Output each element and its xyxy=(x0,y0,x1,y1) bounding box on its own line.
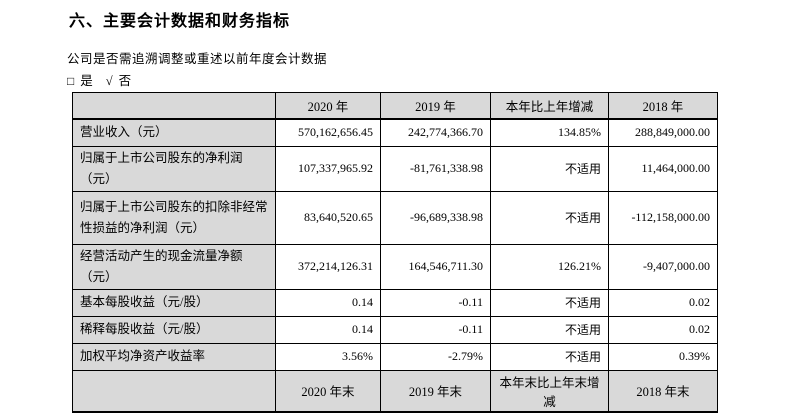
value-cell: -0.11 xyxy=(380,315,491,344)
value-cell: 不适用 xyxy=(490,288,609,317)
table-row: 总资产（元）5,923,791,940.605,782,218,103.152.… xyxy=(72,411,718,413)
value-cell: 126.21% xyxy=(490,243,609,290)
table-row: 归属于上市公司股东的扣除非经常性损益的净利润（元） 83,640,520.65 -9… xyxy=(72,190,718,245)
restatement-answer: □ 是 √ 否 xyxy=(67,70,131,89)
value-cell: -9,407,000.00 xyxy=(608,243,718,290)
value-cell: 0.39% xyxy=(608,342,718,371)
table-header-row: 2020 年末 2019 年末 本年末比上年末增减 2018 年末 xyxy=(72,369,718,413)
table-header-row: 2020 年 2019 年本年比上年增减 2018 年 xyxy=(72,92,718,120)
row-label-cell: 归属于上市公司股东的扣除非经常性损益的净利润（元） xyxy=(72,190,276,245)
value-cell: 3.56% xyxy=(275,342,381,371)
value-cell: -81,761,338.98 xyxy=(380,145,491,192)
row-label-cell: 归属于上市公司股东的净利润（元） xyxy=(72,145,276,192)
value-cell: -112,158,000.00 xyxy=(608,190,718,245)
yes-label: 是 xyxy=(80,74,93,88)
column-header-cell: 2019 年末 xyxy=(380,369,491,413)
value-cell: 288,849,000.00 xyxy=(608,118,718,147)
check-mark-icon: √ xyxy=(105,74,113,88)
corner-cell xyxy=(72,92,276,120)
financial-indicators-table: 2020 年 2019 年本年比上年增减 2018 年营业收入（元） 570,162,… xyxy=(72,92,718,413)
row-label-cell: 经营活动产生的现金流量净额（元） xyxy=(72,243,276,290)
table-row: 归属于上市公司股东的净利润（元） 107,337,965.92 -81,761,33… xyxy=(72,145,718,192)
row-label-cell: 营业收入（元） xyxy=(72,118,276,147)
value-cell: 242,774,366.70 xyxy=(380,118,491,147)
corner-cell xyxy=(72,369,276,413)
column-header-cell: 2020 年末 xyxy=(275,369,381,413)
restatement-question: 公司是否需追溯调整或重述以前年度会计数据 xyxy=(67,52,328,66)
table-row: 稀释每股收益（元/股） 0.14 -0.11 不适用 0.02 xyxy=(72,315,718,344)
value-cell: 107,337,965.92 xyxy=(275,145,381,192)
value-cell: 不适用 xyxy=(490,342,609,371)
value-cell: 0.02 xyxy=(608,288,718,317)
value-cell: 0.02 xyxy=(608,315,718,344)
value-cell: 不适用 xyxy=(490,145,609,192)
table-row: 经营活动产生的现金流量净额（元） 372,214,126.31 164,546,71… xyxy=(72,243,718,290)
column-header-cell: 2020 年 xyxy=(275,92,381,120)
row-label-cell: 加权平均净资产收益率 xyxy=(72,342,276,371)
value-cell: 0.14 xyxy=(275,288,381,317)
value-cell: -0.11 xyxy=(380,288,491,317)
column-header-cell: 2019 年 xyxy=(380,92,491,120)
value-cell: 不适用 xyxy=(490,190,609,245)
value-cell: 11,464,000.00 xyxy=(608,145,718,192)
value-cell: 570,162,656.45 xyxy=(275,118,381,147)
value-cell: 6,583,271,000.00 xyxy=(608,411,718,413)
column-header-cell: 2018 年 xyxy=(608,92,718,120)
value-cell: -2.79% xyxy=(380,342,491,371)
no-label: 否 xyxy=(118,74,132,88)
row-label-cell: 基本每股收益（元/股） xyxy=(72,288,276,317)
section-title: 六、主要会计数据和财务指标 xyxy=(69,11,291,30)
column-header-cell: 本年末比上年末增减 xyxy=(490,369,609,413)
value-cell: 0.14 xyxy=(275,315,381,344)
value-cell: -96,689,338.98 xyxy=(380,190,491,245)
value-cell: 134.85% xyxy=(490,118,609,147)
value-cell: 372,214,126.31 xyxy=(275,243,381,290)
value-cell: 83,640,520.65 xyxy=(275,190,381,245)
table-row: 加权平均净资产收益率 3.56% -2.79% 不适用 0.39% xyxy=(72,342,718,371)
value-cell: 不适用 xyxy=(490,315,609,344)
checkbox-unchecked-icon: □ xyxy=(67,74,75,88)
column-header-cell: 2018 年末 xyxy=(608,369,718,413)
row-label-cell: 稀释每股收益（元/股） xyxy=(72,315,276,344)
value-cell: 164,546,711.30 xyxy=(380,243,491,290)
table-row: 基本每股收益（元/股） 0.14 -0.11 不适用 0.02 xyxy=(72,288,718,317)
column-header-cell: 本年比上年增减 xyxy=(490,92,609,120)
table-row: 营业收入（元） 570,162,656.45 242,774,366.70 134.8… xyxy=(72,118,718,147)
